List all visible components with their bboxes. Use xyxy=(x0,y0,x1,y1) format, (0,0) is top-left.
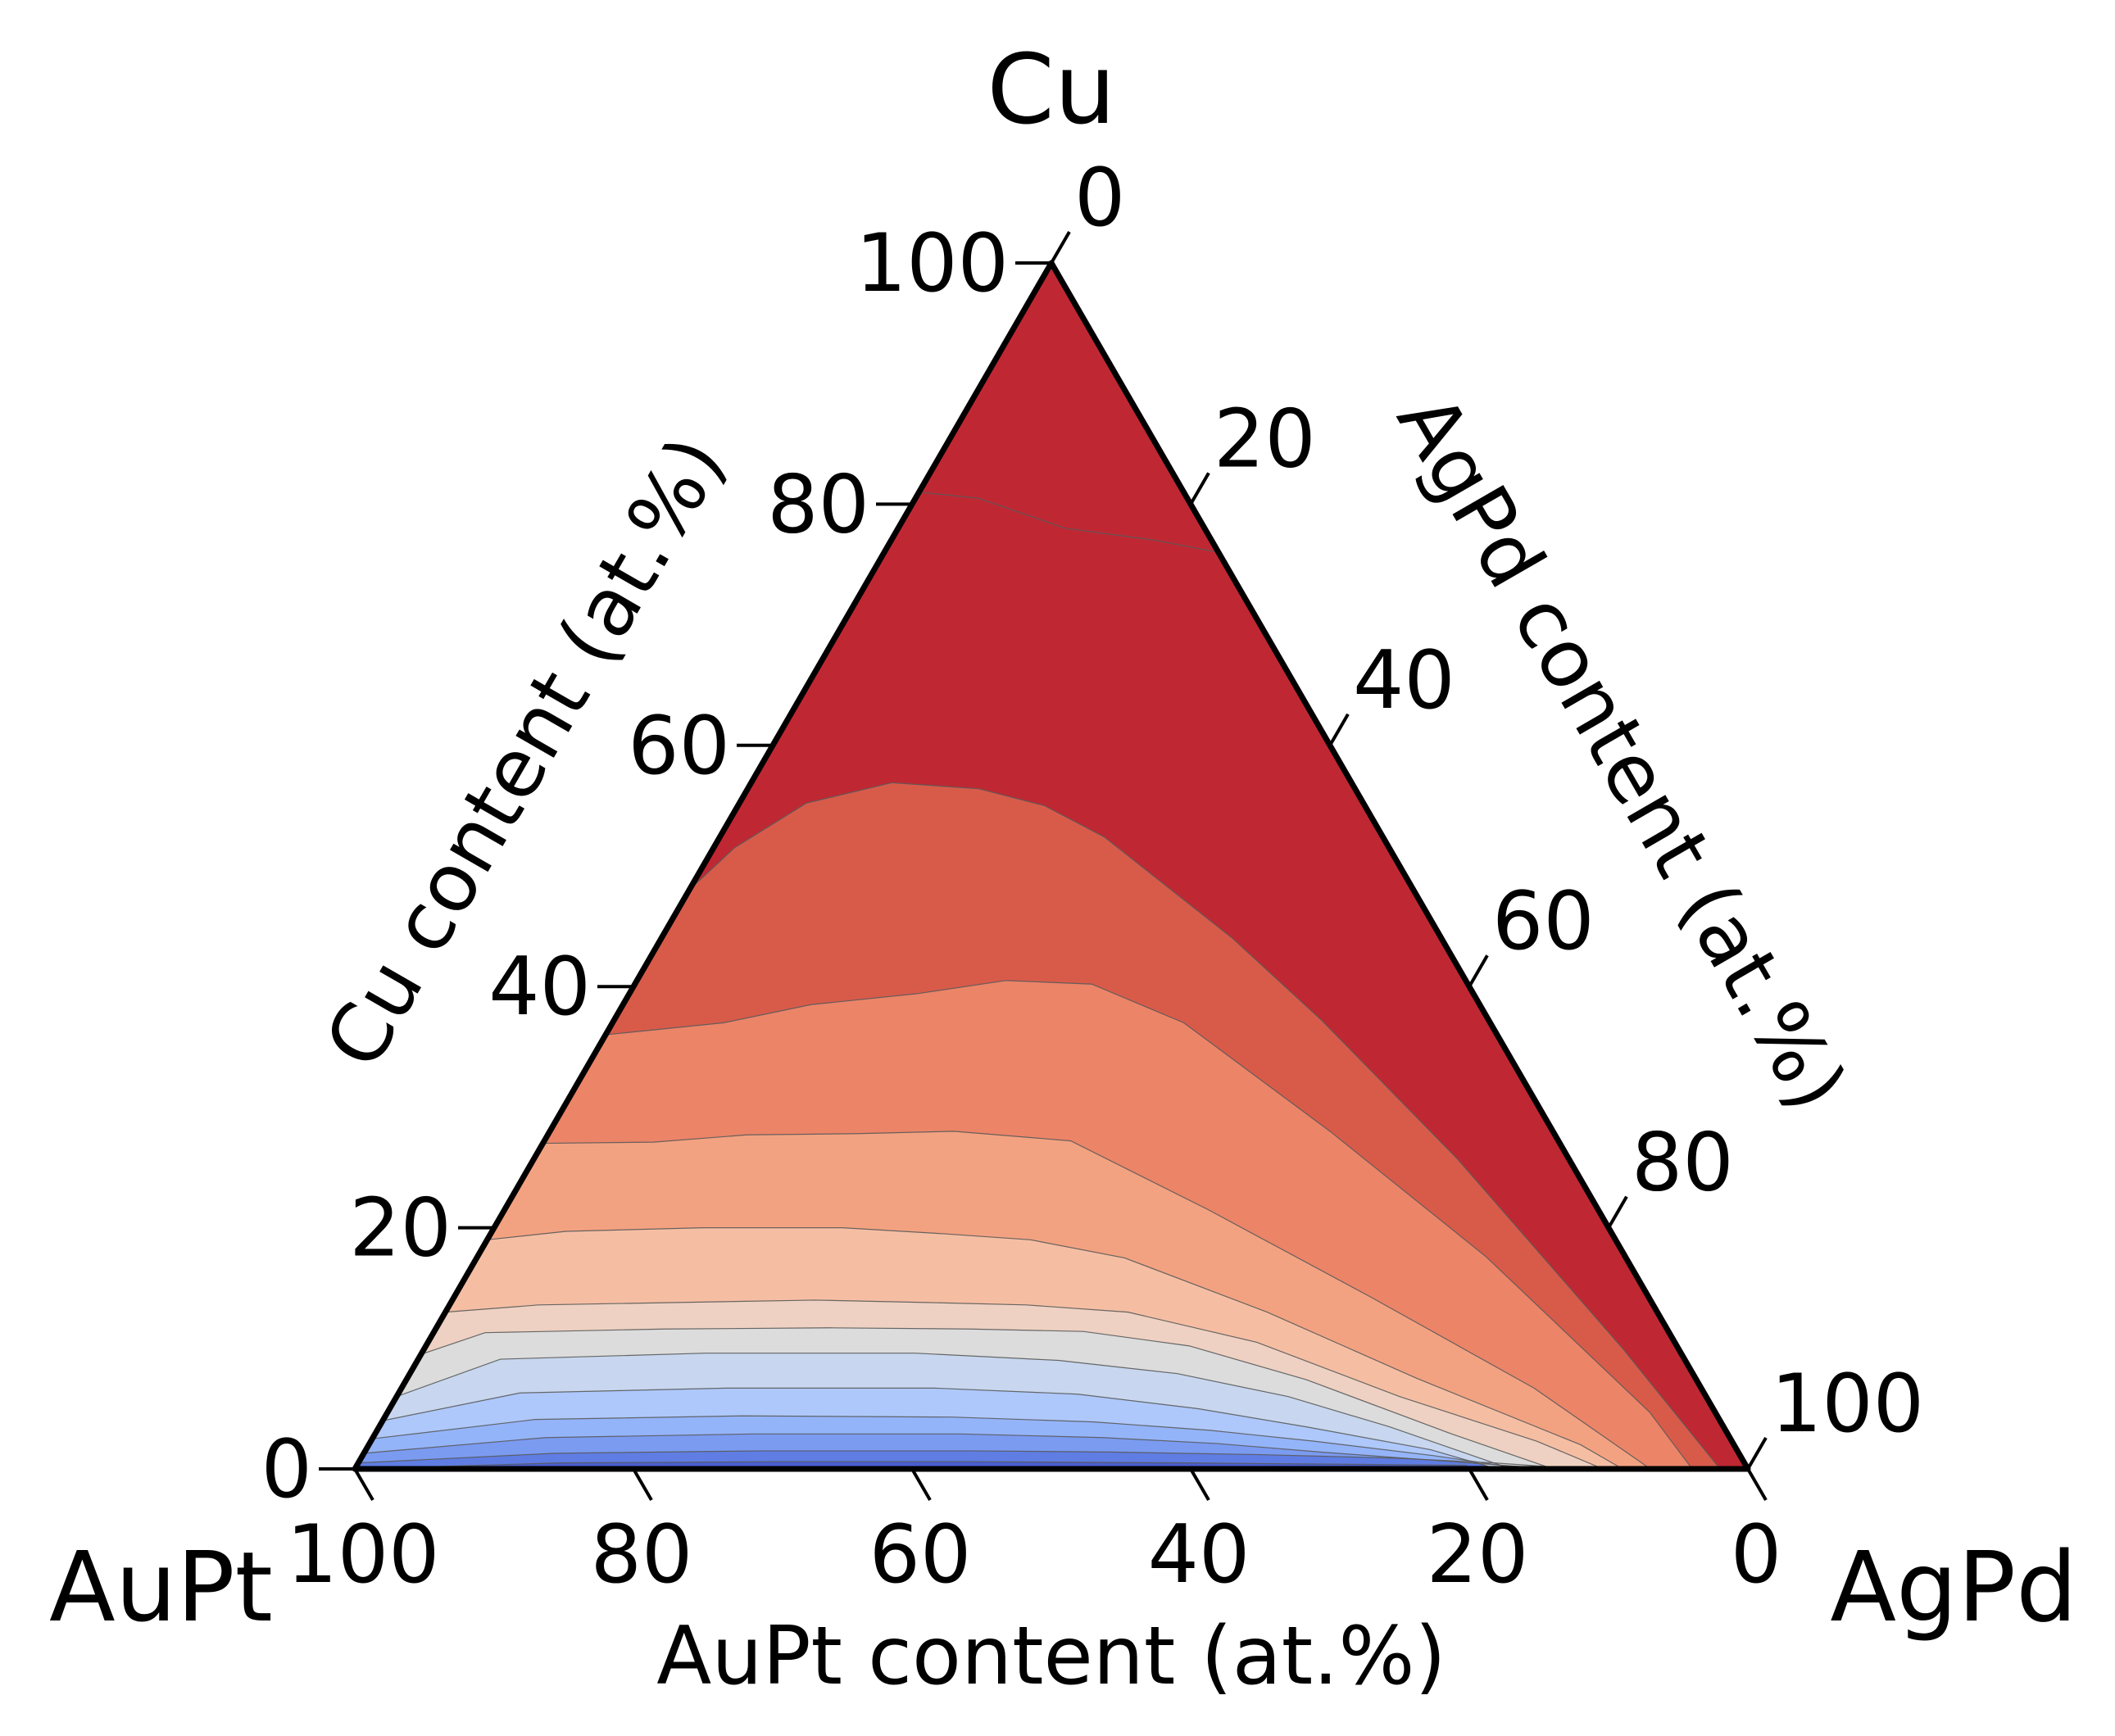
cu-tick-label: 80 xyxy=(767,458,869,551)
contour-line xyxy=(372,1415,1526,1469)
contour-line xyxy=(358,1450,1582,1469)
agpd-tick-label: 80 xyxy=(1632,1117,1734,1210)
vertex-label-right: AgPd xyxy=(1830,1530,2077,1643)
vertex-label-left: AuPt xyxy=(49,1530,273,1643)
contour-line xyxy=(420,1327,1554,1469)
contour-line xyxy=(396,1353,1512,1469)
contour-line xyxy=(382,1387,1498,1469)
contour-bands xyxy=(355,263,1748,1469)
triangle-frame xyxy=(352,260,1751,1472)
contour-line xyxy=(355,1461,1468,1469)
aupt-tick-label: 80 xyxy=(591,1508,693,1602)
aupt-tick xyxy=(632,1467,653,1502)
agpd-tick xyxy=(1050,230,1071,265)
aupt-tick xyxy=(910,1467,932,1502)
contour-line xyxy=(542,1131,1651,1469)
agpd-tick xyxy=(1328,713,1350,746)
contour-lines xyxy=(355,492,1721,1469)
contour-line xyxy=(605,980,1693,1469)
aupt-tick-label: 60 xyxy=(869,1508,972,1602)
agpd-tick-label: 40 xyxy=(1353,634,1455,727)
aupt-tick xyxy=(1189,1467,1210,1502)
aupt-tick xyxy=(1468,1467,1489,1502)
cu-tick-label: 0 xyxy=(261,1423,312,1516)
aupt-tick-label: 40 xyxy=(1148,1508,1250,1602)
aupt-tick-label: 20 xyxy=(1427,1508,1529,1602)
aupt-tick-label: 0 xyxy=(1731,1508,1781,1602)
cu-tick-label: 20 xyxy=(349,1182,452,1276)
agpd-tick xyxy=(1468,954,1489,988)
agpd-tick-label: 0 xyxy=(1074,152,1125,245)
aupt-axis-title: AuPt content (at.%) xyxy=(656,1610,1446,1703)
cu-tick-label: 60 xyxy=(628,700,730,793)
agpd-tick xyxy=(1607,1195,1628,1229)
agpd-tick-label: 60 xyxy=(1492,875,1595,968)
cu-tick-label: 40 xyxy=(488,941,591,1034)
contour-line xyxy=(445,1299,1604,1469)
agpd-tick xyxy=(1746,1436,1768,1471)
aupt-tick xyxy=(353,1467,374,1502)
contour-line xyxy=(688,782,1721,1469)
contour-band xyxy=(919,263,1748,1469)
cu-tick-label: 100 xyxy=(856,217,1009,310)
aupt-tick xyxy=(1746,1467,1768,1502)
agpd-tick-label: 100 xyxy=(1771,1358,1924,1451)
contour-line xyxy=(487,1226,1623,1469)
aupt-tick-label: 100 xyxy=(286,1508,439,1602)
contour-line xyxy=(363,1433,1554,1469)
vertex-label-top: Cu xyxy=(987,33,1115,146)
agpd-tick xyxy=(1189,472,1210,505)
contour-line xyxy=(919,492,1219,553)
agpd-tick-label: 20 xyxy=(1214,392,1316,486)
contour-band xyxy=(689,263,1748,1469)
